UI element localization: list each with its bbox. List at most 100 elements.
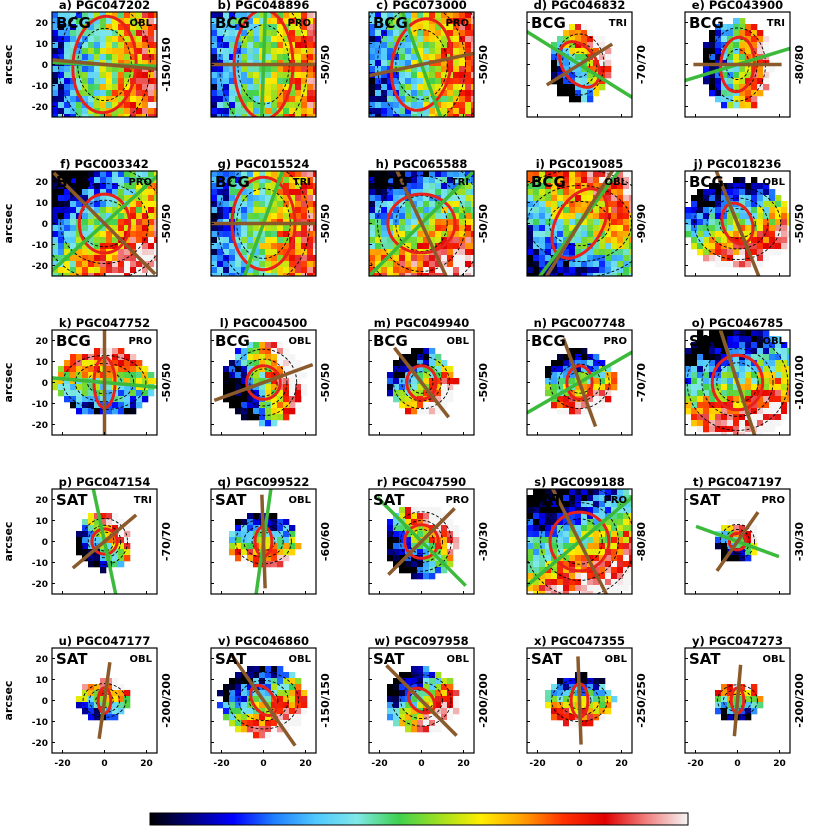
velocity-bin: [369, 66, 376, 73]
velocity-bin: [130, 207, 137, 214]
velocity-bin: [381, 189, 388, 196]
velocity-bin: [369, 249, 376, 256]
y-tick-label: -10: [32, 241, 48, 251]
velocity-bin: [569, 261, 576, 268]
velocity-bin: [100, 237, 107, 244]
velocity-bin: [569, 237, 576, 244]
velocity-bin: [253, 48, 260, 55]
velocity-bin: [411, 36, 418, 43]
velocity-bin: [453, 207, 460, 214]
velocity-bin: [405, 273, 412, 276]
velocity-bin: [283, 171, 290, 178]
velocity-bin: [253, 207, 260, 214]
velocity-bin: [307, 36, 314, 43]
velocity-bin: [411, 72, 418, 79]
velocity-bin: [411, 30, 418, 37]
velocity-bin: [745, 189, 752, 196]
velocity-bin: [527, 225, 534, 232]
velocity-bin: [411, 195, 418, 202]
velocity-bin: [70, 183, 77, 190]
velocity-bin: [369, 24, 376, 31]
velocity-bin: [581, 24, 588, 31]
velocity-bin: [393, 678, 400, 685]
velocity-bin: [757, 213, 764, 220]
velocity-bin: [745, 330, 752, 337]
velocity-bin: [423, 36, 430, 43]
velocity-bin: [581, 402, 588, 409]
velocity-bin: [751, 402, 758, 409]
velocity-bin: [757, 426, 764, 433]
velocity-bin: [148, 195, 155, 202]
velocity-bin: [405, 708, 412, 715]
panel-content: [369, 171, 474, 276]
velocity-bin: [617, 171, 624, 178]
velocity-bin: [283, 519, 290, 526]
velocity-bin: [289, 378, 296, 385]
velocity-bin: [88, 273, 95, 276]
velocity-bin: [211, 30, 218, 37]
velocity-bin: [703, 384, 710, 391]
velocity-bin: [58, 384, 65, 391]
velocity-bin: [76, 183, 83, 190]
velocity-bin: [241, 555, 248, 562]
velocity-bin: [599, 201, 606, 208]
velocity-bin: [605, 219, 612, 226]
velocity-bin: [235, 225, 242, 232]
fitted-ellipse: [405, 364, 438, 401]
velocity-bin: [575, 177, 582, 184]
velocity-bin: [727, 72, 734, 79]
velocity-bin: [94, 171, 101, 178]
velocity-bin: [265, 537, 272, 544]
velocity-bin: [124, 384, 131, 391]
velocity-bin: [763, 201, 770, 208]
velocity-bin: [247, 684, 254, 691]
velocity-bin: [569, 501, 576, 508]
velocity-bin: [313, 207, 316, 214]
velocity-bin: [106, 213, 113, 220]
panel-content: [376, 496, 467, 587]
velocity-bin: [229, 48, 236, 55]
velocity-bin: [82, 66, 89, 73]
velocity-bin: [593, 66, 600, 73]
velocity-bin: [76, 42, 83, 49]
velocity-bin: [599, 396, 606, 403]
velocity-bin: [545, 690, 552, 697]
velocity-bin: [605, 60, 612, 67]
isophote-contour: [239, 358, 288, 407]
panel-content: [527, 337, 632, 428]
velocity-bin: [94, 402, 101, 409]
velocity-bin: [307, 273, 314, 276]
velocity-bin: [112, 102, 119, 109]
velocity-bin: [130, 390, 137, 397]
velocity-bin: [563, 567, 570, 574]
velocity-bin: [709, 84, 716, 91]
velocity-bin: [471, 273, 474, 276]
velocity-bin: [241, 726, 248, 733]
velocity-bin: [757, 201, 764, 208]
velocity-bin: [247, 84, 254, 91]
velocity-bin: [259, 18, 266, 25]
velocity-bin: [575, 243, 582, 250]
velocity-bin: [733, 390, 740, 397]
velocity-bin: [709, 183, 716, 190]
velocity-bin: [369, 219, 376, 226]
velocity-bin: [375, 177, 382, 184]
velocity-bin: [769, 366, 776, 373]
velocity-bin: [70, 237, 77, 244]
velocity-bin: [142, 54, 149, 61]
velocity-bin: [605, 273, 612, 276]
velocity-bin: [465, 231, 472, 238]
velocity-bin: [124, 237, 131, 244]
velocity-bin: [313, 249, 316, 256]
velocity-bin: [405, 54, 412, 61]
velocity-bin: [283, 273, 290, 276]
velocity-bin: [715, 72, 722, 79]
velocity-bin: [411, 507, 418, 514]
velocity-bin: [393, 249, 400, 256]
velocity-bin: [289, 708, 296, 715]
velocity-bin: [148, 213, 155, 220]
velocity-bin: [94, 519, 101, 526]
velocity-bin: [697, 213, 704, 220]
velocity-bin: [727, 336, 734, 343]
velocity-bin: [629, 171, 632, 178]
